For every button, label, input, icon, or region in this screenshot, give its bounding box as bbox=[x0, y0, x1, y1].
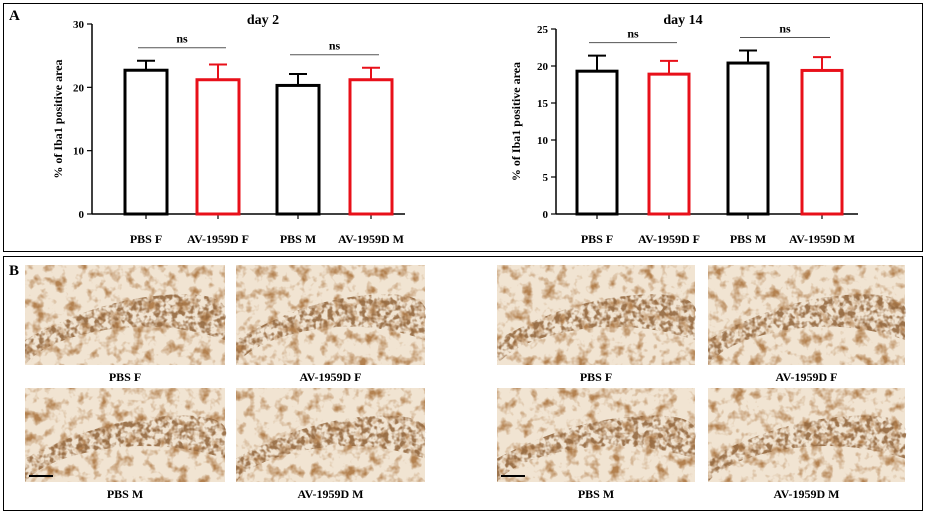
cell-layer bbox=[236, 294, 427, 365]
x-tick-label: AV-1959D M bbox=[789, 232, 855, 246]
image-caption: AV-1959D F bbox=[776, 370, 838, 384]
image-caption: AV-1959D F bbox=[300, 370, 362, 384]
cell-layer bbox=[708, 294, 907, 365]
image-caption: PBS M bbox=[107, 487, 143, 501]
x-tick-label: PBS M bbox=[730, 232, 766, 246]
x-tick-label: PBS F bbox=[130, 232, 162, 246]
bar bbox=[123, 68, 169, 216]
panel-label: A bbox=[9, 8, 20, 24]
y-tick-label: 20 bbox=[537, 61, 549, 73]
image-caption: PBS F bbox=[580, 370, 612, 384]
panel-label: B bbox=[9, 263, 19, 279]
x-tick-label: AV-1959D F bbox=[638, 232, 700, 246]
y-tick-label: 5 bbox=[543, 172, 549, 184]
image-caption: AV-1959D M bbox=[298, 487, 364, 501]
y-tick-label: 0 bbox=[79, 209, 85, 221]
cell-layer bbox=[708, 415, 907, 482]
image-caption: AV-1959D M bbox=[774, 487, 840, 501]
cell-layer bbox=[25, 294, 227, 365]
y-tick-label: 10 bbox=[73, 146, 85, 158]
y-axis-label: % of Iba1 positive area bbox=[51, 59, 65, 178]
panel-a-frame bbox=[3, 3, 923, 252]
y-tick-label: 25 bbox=[537, 24, 549, 36]
significance-label: ns bbox=[329, 39, 341, 53]
bar bbox=[800, 68, 844, 216]
chart-title: day 2 bbox=[247, 13, 279, 28]
cell-layer bbox=[25, 415, 227, 482]
bar bbox=[726, 61, 770, 216]
cell-layer bbox=[497, 415, 697, 482]
bar bbox=[195, 78, 241, 216]
image-caption: PBS M bbox=[578, 487, 614, 501]
x-tick-label: PBS M bbox=[280, 232, 316, 246]
y-axis-label: % of Iba1 positive area bbox=[509, 62, 523, 181]
image-caption: PBS F bbox=[109, 370, 141, 384]
y-tick-label: 30 bbox=[73, 19, 85, 31]
y-tick-label: 10 bbox=[537, 135, 549, 147]
x-tick-label: AV-1959D M bbox=[338, 232, 404, 246]
panel-b-frame bbox=[3, 256, 923, 511]
y-tick-label: 0 bbox=[543, 209, 549, 221]
bar bbox=[575, 69, 619, 216]
bar bbox=[647, 72, 691, 216]
bar bbox=[275, 83, 321, 216]
cell-layer bbox=[497, 294, 697, 365]
significance-label: ns bbox=[627, 27, 639, 41]
x-tick-label: AV-1959D F bbox=[187, 232, 249, 246]
cell-layer bbox=[236, 415, 427, 482]
significance-label: ns bbox=[176, 32, 188, 46]
significance-label: ns bbox=[779, 21, 791, 35]
y-tick-label: 20 bbox=[73, 82, 85, 94]
x-tick-label: PBS F bbox=[581, 232, 613, 246]
chart-title: day 14 bbox=[663, 13, 702, 28]
bar bbox=[348, 78, 394, 216]
micrographs bbox=[25, 265, 907, 482]
y-tick-label: 15 bbox=[537, 98, 549, 110]
